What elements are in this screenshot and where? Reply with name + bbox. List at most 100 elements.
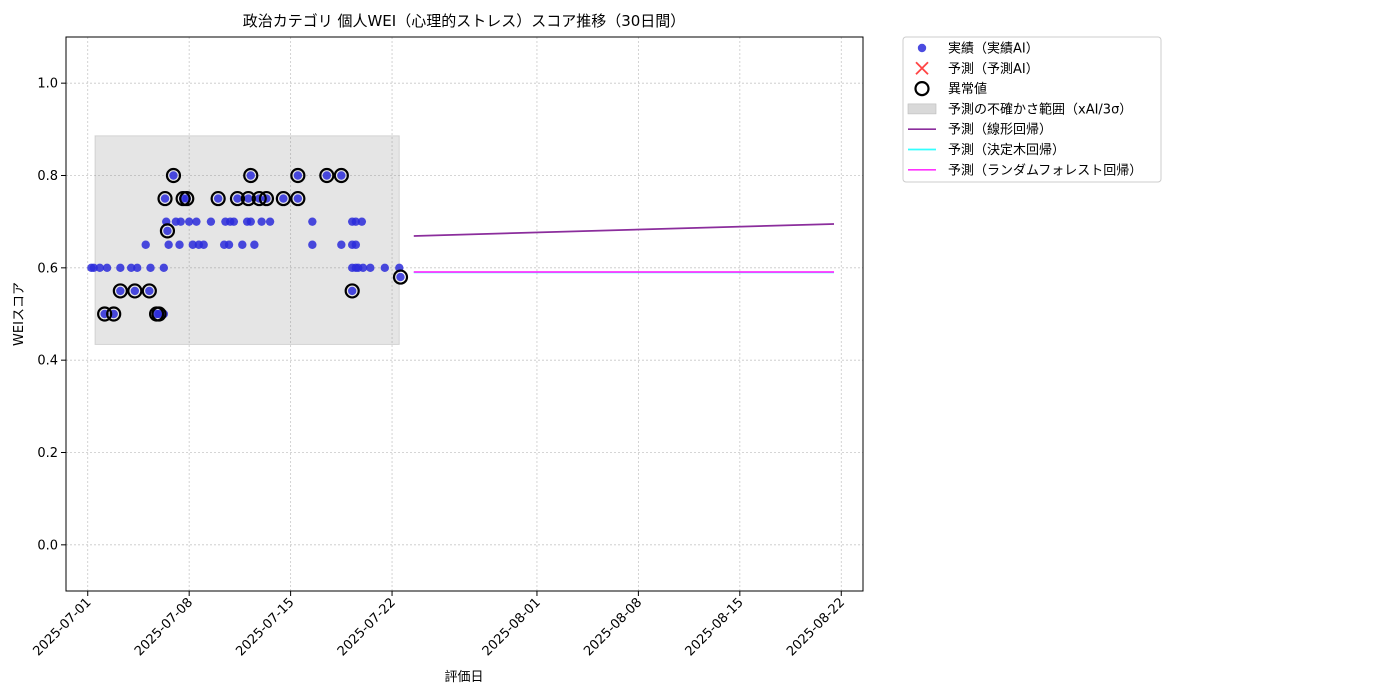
actual-point [265,217,275,226]
y-tick-label: 1.0 [37,77,58,92]
actual-point [322,171,332,180]
legend-marker [915,61,929,75]
actual-point [184,217,194,226]
anomaly-marker [157,190,173,207]
anomaly-marker [392,269,409,285]
anomaly-marker [141,283,157,299]
actual-point [127,263,136,273]
x-tick-label: 2025-08-08 [581,595,645,659]
plot-frame [65,36,864,592]
actual-point [206,217,216,226]
actual-point [229,217,239,226]
anomaly-marker [319,167,335,184]
actual-point [141,240,150,249]
actual-point [337,240,346,249]
forecast-lines-layer [413,223,835,274]
actual-point [351,240,361,249]
actual-point [146,263,155,273]
legend-label: 予測（決定木回帰） [948,142,1065,158]
x-tick-label: 2025-07-15 [233,595,297,659]
actual-point [308,240,317,249]
x-axis-ticks: 2025-07-01 2025-07-08 2025-07-15 2025-07-22… [31,591,848,659]
actual-point [238,240,247,249]
actual-point [95,263,105,273]
x-tick-label: 2025-08-15 [683,595,747,659]
plot-background [66,37,863,591]
anomaly-marker [290,190,306,207]
anomaly-marker [159,223,176,239]
actual-point [159,263,169,273]
x-axis-label: 評価日 [444,670,483,685]
anomaly-marker [106,306,122,322]
y-axis-label: WEIスコア [12,282,27,346]
actual-point [233,194,242,203]
anomaly-marker [179,190,195,207]
actual-point [357,217,367,226]
actual-point [116,286,125,296]
legend-label: 予測（予測AI） [948,62,1039,77]
actual-point [351,217,361,226]
anomaly-marker [243,167,259,184]
actual-point [89,263,98,273]
legend-label: 異常値 [948,81,987,97]
actual-point [308,217,317,226]
y-tick-label: 0.4 [37,354,58,369]
forecast-line [413,223,835,237]
y-tick-label: 0.6 [37,261,58,276]
anomaly-marker [275,190,291,207]
actual-point [257,217,266,226]
anomaly-marker [151,306,167,322]
actual-point [224,240,234,249]
actual-point [396,272,405,282]
grid [66,37,863,591]
actual-point [337,171,346,180]
uncertainty-band-layer [94,135,400,345]
actual-point [169,171,178,180]
anomaly-marker [333,167,349,184]
legend-label: 予測の不確かさ範囲（xAI/3σ） [948,101,1132,117]
actual-point [164,240,173,249]
actual-point [130,286,140,296]
anomaly-marker [290,167,306,184]
x-tick-label: 2025-07-08 [132,595,196,659]
anomaly-marker [127,283,143,299]
actual-point [380,263,389,273]
actual-point [176,217,185,226]
anomaly-marker [210,190,226,207]
anomaly-marker [229,190,246,207]
actual-point [347,286,357,296]
legend-marker [917,43,927,53]
y-tick-label: 0.8 [37,169,58,184]
x-tick-label: 2025-07-22 [335,595,399,659]
anomaly-marker [258,190,275,207]
anomaly-marker [112,283,128,299]
y-axis-ticks: 0.0 0.2 0.4 0.6 0.8 1.0 [37,77,66,553]
legend-label: 予測（ランダムフォレスト回帰） [948,162,1142,178]
actual-point [175,240,184,249]
actual-point [116,263,125,273]
x-tick-label: 2025-08-01 [480,595,544,659]
actual-point [279,194,288,203]
chart-title: 政治カテゴリ 個人WEI（心理的ストレス）スコア推移（30日間） [243,12,686,30]
anomaly-marker [240,190,256,207]
actual-point [246,171,255,180]
actual-point [244,194,253,203]
y-tick-label: 0.2 [37,446,58,461]
legend-marker [914,80,930,97]
x-tick-label: 2025-07-01 [31,595,95,659]
actual-point [246,217,255,226]
legend-label: 予測（線形回帰） [948,122,1052,138]
y-tick-label: 0.0 [37,538,58,553]
anomaly-marker [97,306,113,322]
legend-frame [902,36,1162,183]
uncertainty-band [94,135,400,345]
actual-point [133,263,142,273]
actual-point [293,171,303,180]
actual-point [293,194,303,203]
actual-point [250,240,259,249]
legend-label: 実績（実績AI） [948,41,1039,57]
x-tick-label: 2025-08-22 [784,595,848,659]
actual-point [358,263,368,273]
actual-point [213,194,223,203]
